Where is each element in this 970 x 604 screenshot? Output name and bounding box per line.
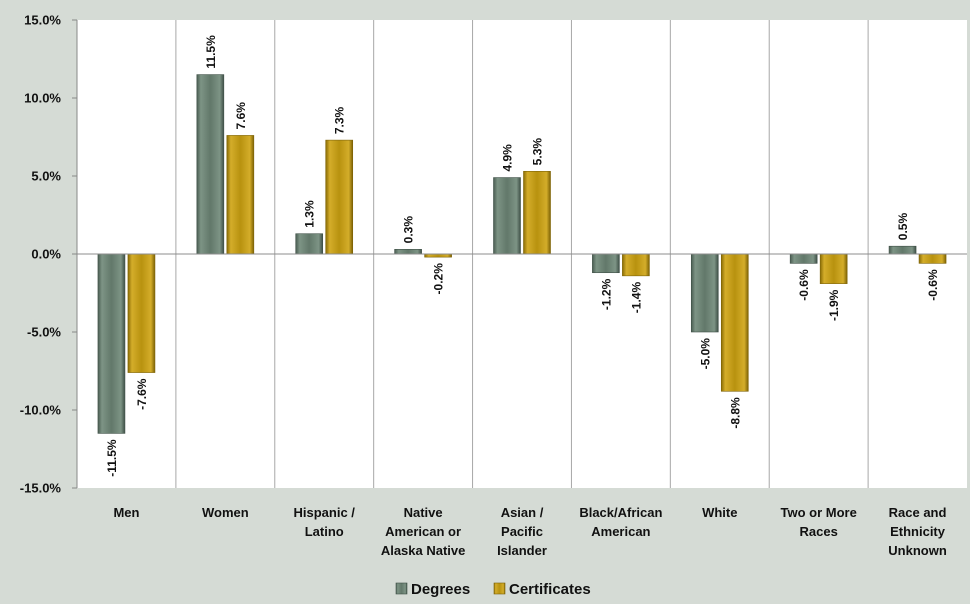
- bar-certificates: [226, 135, 255, 255]
- legend-swatch-certificates: [493, 582, 506, 595]
- bar-degrees: [888, 245, 917, 255]
- data-label-certificates: -8.8%: [728, 397, 742, 429]
- legend-swatch-degrees: [395, 582, 408, 595]
- data-label-degrees: -0.6%: [797, 269, 811, 301]
- bar-certificates: [325, 139, 354, 255]
- x-tick-label: Native American or Alaska Native: [381, 505, 466, 558]
- data-label-degrees: -5.0%: [698, 338, 712, 370]
- bar-certificates: [720, 253, 749, 392]
- y-tick-label: -10.0%: [20, 403, 62, 418]
- x-tick-label: Asian / Pacific Islander: [497, 505, 547, 558]
- data-label-degrees: 1.3%: [303, 200, 317, 228]
- data-label-certificates: 7.6%: [234, 102, 248, 130]
- x-tick-label: White: [702, 505, 737, 520]
- y-tick-label: -15.0%: [20, 481, 62, 496]
- data-label-certificates: 5.3%: [531, 138, 545, 166]
- data-label-certificates: -1.9%: [827, 289, 841, 321]
- bar-degrees: [97, 253, 126, 434]
- x-tick-label: Men: [113, 505, 139, 520]
- legend-label-certificates: Certificates: [509, 581, 591, 598]
- bar-degrees: [394, 249, 422, 255]
- bar-certificates: [523, 171, 551, 255]
- data-label-degrees: 4.9%: [501, 144, 515, 172]
- data-label-degrees: 11.5%: [204, 35, 218, 69]
- data-label-certificates: 7.3%: [333, 106, 347, 134]
- y-tick-label: 15.0%: [24, 13, 61, 28]
- bar-certificates: [127, 253, 156, 373]
- bar-degrees: [493, 177, 521, 255]
- data-label-degrees: -1.2%: [599, 278, 613, 310]
- y-tick-label: 10.0%: [24, 91, 61, 106]
- data-label-certificates: -1.4%: [629, 282, 643, 314]
- bar-certificates: [918, 253, 947, 264]
- bar-certificates: [819, 253, 848, 284]
- bar-degrees: [592, 253, 620, 274]
- data-label-degrees: 0.3%: [402, 216, 416, 244]
- data-label-degrees: -11.5%: [105, 439, 119, 477]
- data-label-certificates: -0.2%: [432, 263, 446, 295]
- data-label-certificates: -7.6%: [135, 378, 149, 410]
- x-tick-label: Hispanic / Latino: [294, 505, 356, 539]
- y-tick-label: -5.0%: [27, 325, 61, 340]
- data-label-degrees: 0.5%: [896, 213, 910, 241]
- data-label-certificates: -0.6%: [926, 269, 940, 301]
- y-tick-label: 5.0%: [31, 169, 61, 184]
- bar-degrees: [690, 253, 719, 333]
- x-tick-label: Two or More Races: [781, 505, 857, 539]
- bar-degrees: [789, 253, 818, 264]
- bar-degrees: [295, 233, 324, 255]
- y-tick-label: 0.0%: [31, 247, 61, 262]
- legend-label-degrees: Degrees: [411, 581, 470, 598]
- x-tick-label: Race and Ethnicity Unknown: [888, 505, 947, 558]
- bar-degrees: [196, 74, 225, 255]
- bar-certificates: [622, 253, 650, 277]
- x-tick-label: Black/African American: [579, 505, 662, 539]
- x-tick-label: Women: [202, 505, 249, 520]
